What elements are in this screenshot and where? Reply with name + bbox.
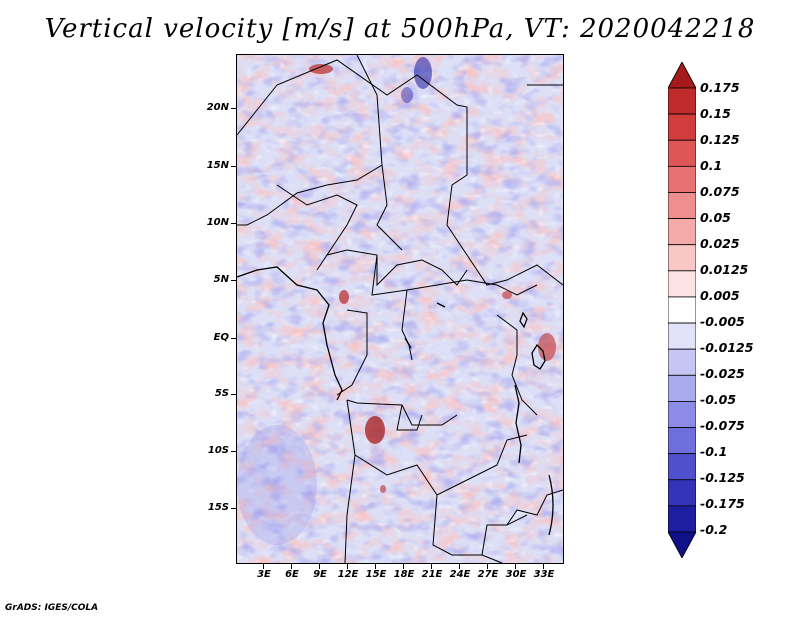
colorbar-bin	[667, 453, 697, 481]
colorbar-bin	[667, 61, 697, 89]
map-title: Vertical velocity [m/s] at 500hPa, VT: 2…	[44, 14, 756, 44]
x-tick	[515, 564, 516, 569]
y-tick	[231, 338, 236, 339]
x-tick	[319, 564, 320, 569]
country-borders	[237, 55, 563, 563]
colorbar-label: -0.175	[700, 496, 745, 511]
y-tick	[231, 394, 236, 395]
colorbar-bin	[667, 374, 697, 402]
x-tick	[347, 564, 348, 569]
coastlines-and-lakes	[237, 266, 554, 536]
colorbar-bin	[667, 87, 697, 115]
colorbar-bin	[667, 244, 697, 272]
y-tick-label: 5S	[214, 388, 229, 399]
colorbar-bin	[667, 139, 697, 167]
colorbar-label: 0.1	[700, 158, 723, 173]
colorbar-bin	[667, 348, 697, 376]
x-tick	[431, 564, 432, 569]
colorbar-bin	[667, 270, 697, 298]
colorbar-bin	[667, 322, 697, 350]
x-tick-label: 18E	[393, 569, 415, 580]
colorbar-label: 0.125	[700, 132, 740, 147]
x-tick-label: 33E	[533, 569, 555, 580]
x-tick-label: 24E	[449, 569, 471, 580]
colorbar-label: -0.005	[700, 314, 745, 329]
x-tick-label: 27E	[477, 569, 499, 580]
colorbar-bin	[667, 479, 697, 507]
y-tick-label: 15N	[206, 160, 229, 171]
y-tick-label: 10N	[206, 217, 229, 228]
colorbar-label: -0.0125	[700, 340, 754, 355]
credit-text: GrADS: IGES/COLA	[5, 603, 99, 613]
x-tick-label: 21E	[421, 569, 443, 580]
colorbar-bin	[667, 531, 697, 559]
y-tick-label: 5N	[213, 274, 229, 285]
colorbar-bin	[667, 296, 697, 324]
x-tick	[263, 564, 264, 569]
colorbar-label: -0.075	[700, 418, 745, 433]
colorbar-label: -0.05	[700, 392, 737, 407]
colorbar-bin	[667, 165, 697, 193]
strong-updraft-cells	[309, 64, 556, 493]
x-tick-label: 15E	[365, 569, 387, 580]
y-tick	[231, 508, 236, 509]
colorbar-bin	[667, 218, 697, 246]
colorbar-label: 0.05	[700, 210, 731, 225]
x-tick-label: 3E	[257, 569, 271, 580]
x-tick-label: 9E	[313, 569, 327, 580]
y-tick	[231, 223, 236, 224]
y-tick-label: EQ	[213, 332, 229, 343]
x-tick	[403, 564, 404, 569]
x-tick	[543, 564, 544, 569]
colorbar-bin	[667, 113, 697, 141]
y-tick	[231, 451, 236, 452]
colorbar-label: 0.005	[700, 288, 740, 303]
x-tick	[291, 564, 292, 569]
x-tick	[487, 564, 488, 569]
colorbar-bin	[667, 401, 697, 428]
colorbar	[667, 61, 697, 559]
colorbar-label: -0.1	[700, 444, 728, 459]
colorbar-label: 0.0125	[700, 262, 749, 277]
y-tick	[231, 108, 236, 109]
colorbar-label: 0.15	[700, 106, 731, 121]
y-tick-label: 10S	[207, 445, 229, 456]
x-tick	[375, 564, 376, 569]
colorbar-label: 0.175	[700, 80, 740, 95]
colorbar-label: -0.025	[700, 366, 745, 381]
y-tick-label: 15S	[207, 502, 229, 513]
y-tick-label: 20N	[206, 102, 229, 113]
colorbar-bin	[667, 427, 697, 455]
near-zero-field	[237, 55, 563, 563]
x-tick-label: 12E	[337, 569, 359, 580]
vertical-velocity-map	[236, 54, 564, 564]
colorbar-label: 0.075	[700, 184, 740, 199]
y-tick	[231, 166, 236, 167]
map-canvas	[237, 55, 563, 563]
colorbar-label: 0.025	[700, 236, 740, 251]
colorbar-bin	[667, 192, 697, 219]
x-tick-label: 6E	[285, 569, 299, 580]
colorbar-graphic	[667, 61, 697, 559]
colorbar-label: -0.2	[700, 522, 728, 537]
colorbar-bin	[667, 505, 697, 533]
strong-downdraft-cells	[237, 57, 432, 545]
x-tick	[459, 564, 460, 569]
y-tick	[231, 280, 236, 281]
x-tick-label: 30E	[505, 569, 527, 580]
colorbar-label: -0.125	[700, 470, 745, 485]
